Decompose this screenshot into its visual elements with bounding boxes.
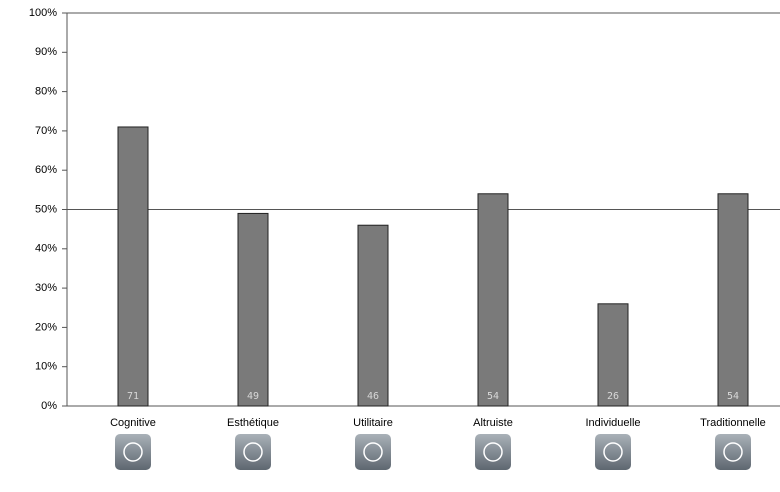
y-tick-label: 0% [41,400,57,412]
x-tick-label: Cognitive [110,417,156,429]
x-tick-label: Esthétique [227,417,279,429]
icon-glyph [483,442,503,462]
category-icon [475,434,511,470]
x-tick-label: Individuelle [585,417,640,429]
bar [117,126,149,407]
bar [717,193,749,407]
y-tick-label: 40% [35,243,57,255]
y-tick-label: 80% [35,86,57,98]
y-tick-label: 100% [29,7,57,19]
category-icon [595,434,631,470]
icon-glyph [123,442,143,462]
value-label: 54 [727,391,739,402]
x-tick-label: Altruiste [473,417,513,429]
y-tick-label: 20% [35,321,57,333]
x-tick-label: Traditionnelle [700,417,766,429]
y-tick-label: 90% [35,46,57,58]
icon-glyph [363,442,383,462]
value-label: 54 [487,391,499,402]
category-icon [115,434,151,470]
y-tick-label: 10% [35,361,57,373]
icon-glyph [243,442,263,462]
bar [597,303,629,407]
x-tick-label: Utilitaire [353,417,393,429]
y-tick-label: 30% [35,282,57,294]
category-icon [355,434,391,470]
y-tick-label: 50% [35,203,57,215]
y-tick-label: 60% [35,164,57,176]
bar [237,212,269,407]
icon-glyph [603,442,623,462]
category-icon [715,434,751,470]
category-icon [235,434,271,470]
value-label: 26 [607,391,619,402]
value-label: 46 [367,391,379,402]
icon-glyph [723,442,743,462]
value-label: 71 [127,391,139,402]
bar [477,193,509,407]
value-label: 49 [247,391,259,402]
bar [357,224,389,407]
y-tick-label: 70% [35,125,57,137]
